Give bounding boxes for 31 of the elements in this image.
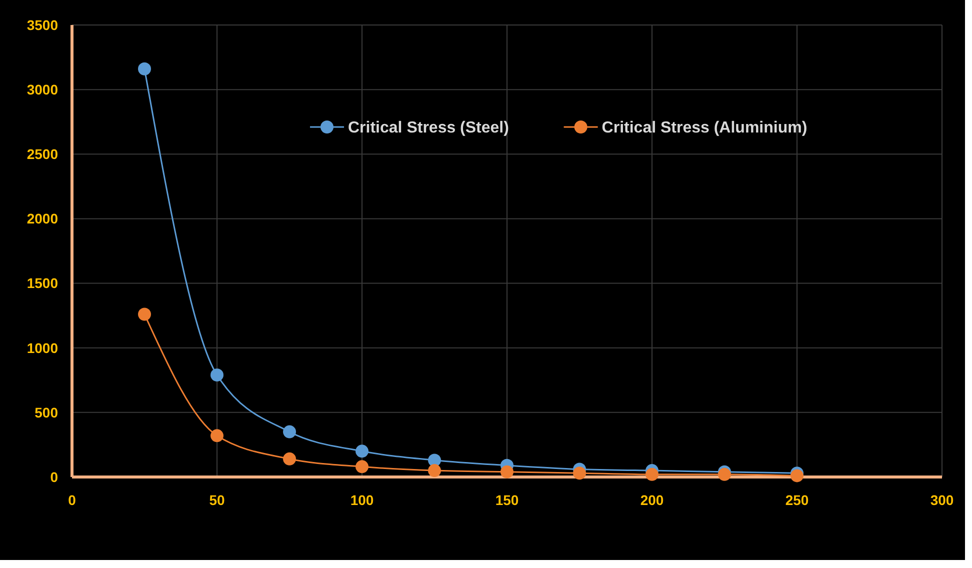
point bbox=[646, 468, 658, 481]
y-tick-label: 2500 bbox=[26, 146, 58, 162]
point bbox=[138, 308, 151, 321]
y-tick-label: 0 bbox=[50, 468, 58, 485]
point bbox=[210, 429, 224, 442]
x-tick-label: 100 bbox=[350, 492, 374, 508]
y-tick-label: 1000 bbox=[26, 340, 58, 356]
point bbox=[356, 460, 368, 474]
point bbox=[210, 368, 224, 382]
y-tick-label: 500 bbox=[34, 404, 58, 420]
point bbox=[573, 466, 586, 480]
point bbox=[356, 444, 368, 458]
y-tick-label: 1500 bbox=[26, 275, 58, 292]
legend-label: Critical Stress (Aluminium) bbox=[602, 120, 808, 137]
x-tick-label: 300 bbox=[930, 492, 954, 508]
y-tick-label: 3500 bbox=[26, 16, 58, 33]
point bbox=[428, 464, 441, 478]
x-tick-label: 200 bbox=[640, 492, 664, 508]
x-tick-label: 50 bbox=[209, 492, 225, 508]
y-tick-label: 2000 bbox=[26, 210, 58, 227]
point bbox=[283, 452, 296, 466]
point bbox=[790, 469, 804, 482]
point bbox=[500, 465, 514, 478]
point bbox=[283, 425, 296, 438]
x-tick-label: 0 bbox=[68, 492, 76, 508]
y-tick-label: 3000 bbox=[26, 81, 58, 98]
x-tick-label: 250 bbox=[785, 492, 809, 508]
point bbox=[138, 62, 151, 76]
legend-label: Critical Stress (Steel) bbox=[348, 120, 509, 137]
point bbox=[718, 468, 731, 481]
x-tick-label: 150 bbox=[495, 492, 519, 508]
